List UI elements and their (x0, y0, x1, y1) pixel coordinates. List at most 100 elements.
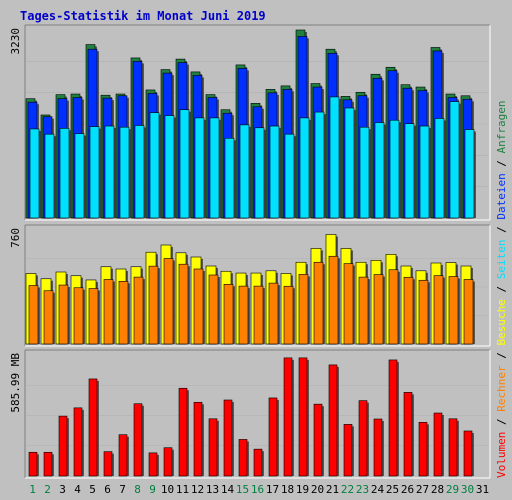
bar-rechner-day-2 (43, 290, 54, 345)
x-tick-label: 6 (104, 483, 111, 496)
x-tick-label: 20 (311, 483, 324, 496)
bar-seiten-day-23 (359, 126, 370, 219)
bar-rechner-day-26 (403, 276, 414, 345)
bar-volumen-day-9 (148, 452, 158, 477)
bar-rechner-day-11 (178, 263, 189, 345)
bar-seiten-day-20 (314, 111, 325, 219)
bar-volumen-day-5 (88, 378, 98, 477)
bar-seiten-day-26 (404, 123, 415, 219)
x-tick-label: 9 (149, 483, 156, 496)
bar-rechner-day-24 (373, 274, 384, 345)
chart-panel-1: 3230 (9, 24, 491, 221)
bar-volumen-day-11 (178, 387, 188, 477)
bar-seiten-day-11 (179, 109, 190, 219)
bar-volumen-day-22 (343, 424, 353, 477)
bar-volumen-day-30 (463, 430, 473, 477)
bar-volumen-day-13 (208, 418, 218, 477)
bar-rechner-day-19 (298, 274, 309, 345)
bar-rechner-day-30 (463, 279, 474, 345)
x-tick-label: 11 (176, 483, 189, 496)
bar-rechner-day-23 (358, 276, 369, 345)
bar-seiten-day-15 (239, 124, 250, 219)
bar-volumen-day-23 (358, 400, 368, 477)
bar-volumen-day-4 (73, 407, 83, 477)
bar-seiten-day-24 (374, 122, 385, 219)
bar-volumen-day-19 (298, 357, 308, 477)
bar-rechner-day-6 (103, 279, 114, 345)
bar-seiten-day-9 (149, 112, 160, 219)
bar-seiten-day-2 (44, 133, 55, 219)
x-tick-label: 18 (281, 483, 294, 496)
bar-seiten-day-13 (209, 117, 220, 219)
y-axis-max-label: 760 (9, 228, 22, 248)
chart-panel-3: 585.99 MB (9, 349, 491, 479)
side-legend-item: / (495, 220, 508, 240)
bar-rechner-day-5 (88, 288, 99, 345)
bar-rechner-day-21 (328, 255, 339, 345)
bar-rechner-day-25 (388, 269, 399, 345)
bar-volumen-day-24 (373, 418, 383, 477)
x-tick-label: 23 (356, 483, 369, 496)
x-tick-label: 3 (59, 483, 66, 496)
bar-volumen-day-20 (313, 403, 323, 477)
x-tick-label: 30 (461, 483, 474, 496)
bar-volumen-day-27 (418, 422, 428, 477)
bar-seiten-day-7 (119, 126, 130, 219)
side-legend-item: / (495, 279, 508, 299)
x-tick-label: 31 (476, 483, 489, 496)
side-legend-item: / (495, 153, 508, 173)
x-tick-label: 2 (44, 483, 51, 496)
side-legend-item: / (495, 346, 508, 366)
bar-rechner-day-20 (313, 261, 324, 345)
x-tick-label: 26 (401, 483, 414, 496)
bar-rechner-day-17 (268, 282, 279, 345)
bar-volumen-day-28 (433, 412, 443, 477)
bar-volumen-day-21 (328, 364, 338, 477)
side-legend-item: Besuche (495, 299, 508, 345)
bar-rechner-day-1 (28, 285, 39, 345)
chart-panel-2: 760 (9, 224, 491, 347)
bar-seiten-day-27 (419, 125, 430, 219)
x-tick-label: 21 (326, 483, 339, 496)
bar-rechner-day-14 (223, 283, 234, 345)
bar-seiten-day-16 (254, 127, 265, 219)
bar-volumen-day-17 (268, 397, 278, 477)
chart-title: Tages-Statistik im Monat Juni 2019 (20, 9, 266, 23)
side-legend-item: Rechner (495, 365, 508, 412)
bar-volumen-day-7 (118, 434, 128, 477)
bar-volumen-day-15 (238, 439, 248, 477)
x-tick-label: 25 (386, 483, 399, 496)
x-tick-label: 17 (266, 483, 279, 496)
bar-seiten-day-17 (269, 125, 280, 219)
bar-rechner-day-13 (208, 274, 219, 345)
x-tick-label: 27 (416, 483, 429, 496)
bar-volumen-day-29 (448, 418, 458, 477)
y-axis-max-label: 3230 (9, 28, 22, 55)
bar-seiten-day-25 (389, 119, 400, 219)
x-tick-label: 13 (206, 483, 219, 496)
bar-seiten-day-10 (164, 115, 175, 219)
x-tick-label: 1 (29, 483, 36, 496)
bar-volumen-day-2 (43, 451, 53, 477)
bar-seiten-day-12 (194, 117, 205, 219)
side-legend-item: Anfragen (495, 100, 508, 153)
side-legend-item: Volumen (495, 432, 508, 478)
x-tick-label: 28 (431, 483, 444, 496)
bar-seiten-day-14 (224, 137, 235, 219)
side-legend-item: / (495, 412, 508, 432)
x-tick-label: 5 (89, 483, 96, 496)
bar-rechner-day-4 (73, 287, 84, 345)
bar-volumen-day-26 (403, 392, 413, 477)
bar-rechner-day-15 (238, 285, 249, 345)
bar-rechner-day-10 (163, 258, 174, 345)
bar-volumen-day-1 (28, 451, 38, 477)
bar-rechner-day-12 (193, 268, 204, 345)
bar-volumen-day-16 (253, 448, 263, 477)
bar-rechner-day-27 (418, 279, 429, 345)
bar-seiten-day-8 (134, 125, 145, 219)
y-axis-max-label: 585.99 MB (9, 353, 22, 413)
x-tick-label: 19 (296, 483, 309, 496)
bar-seiten-day-19 (299, 117, 310, 219)
